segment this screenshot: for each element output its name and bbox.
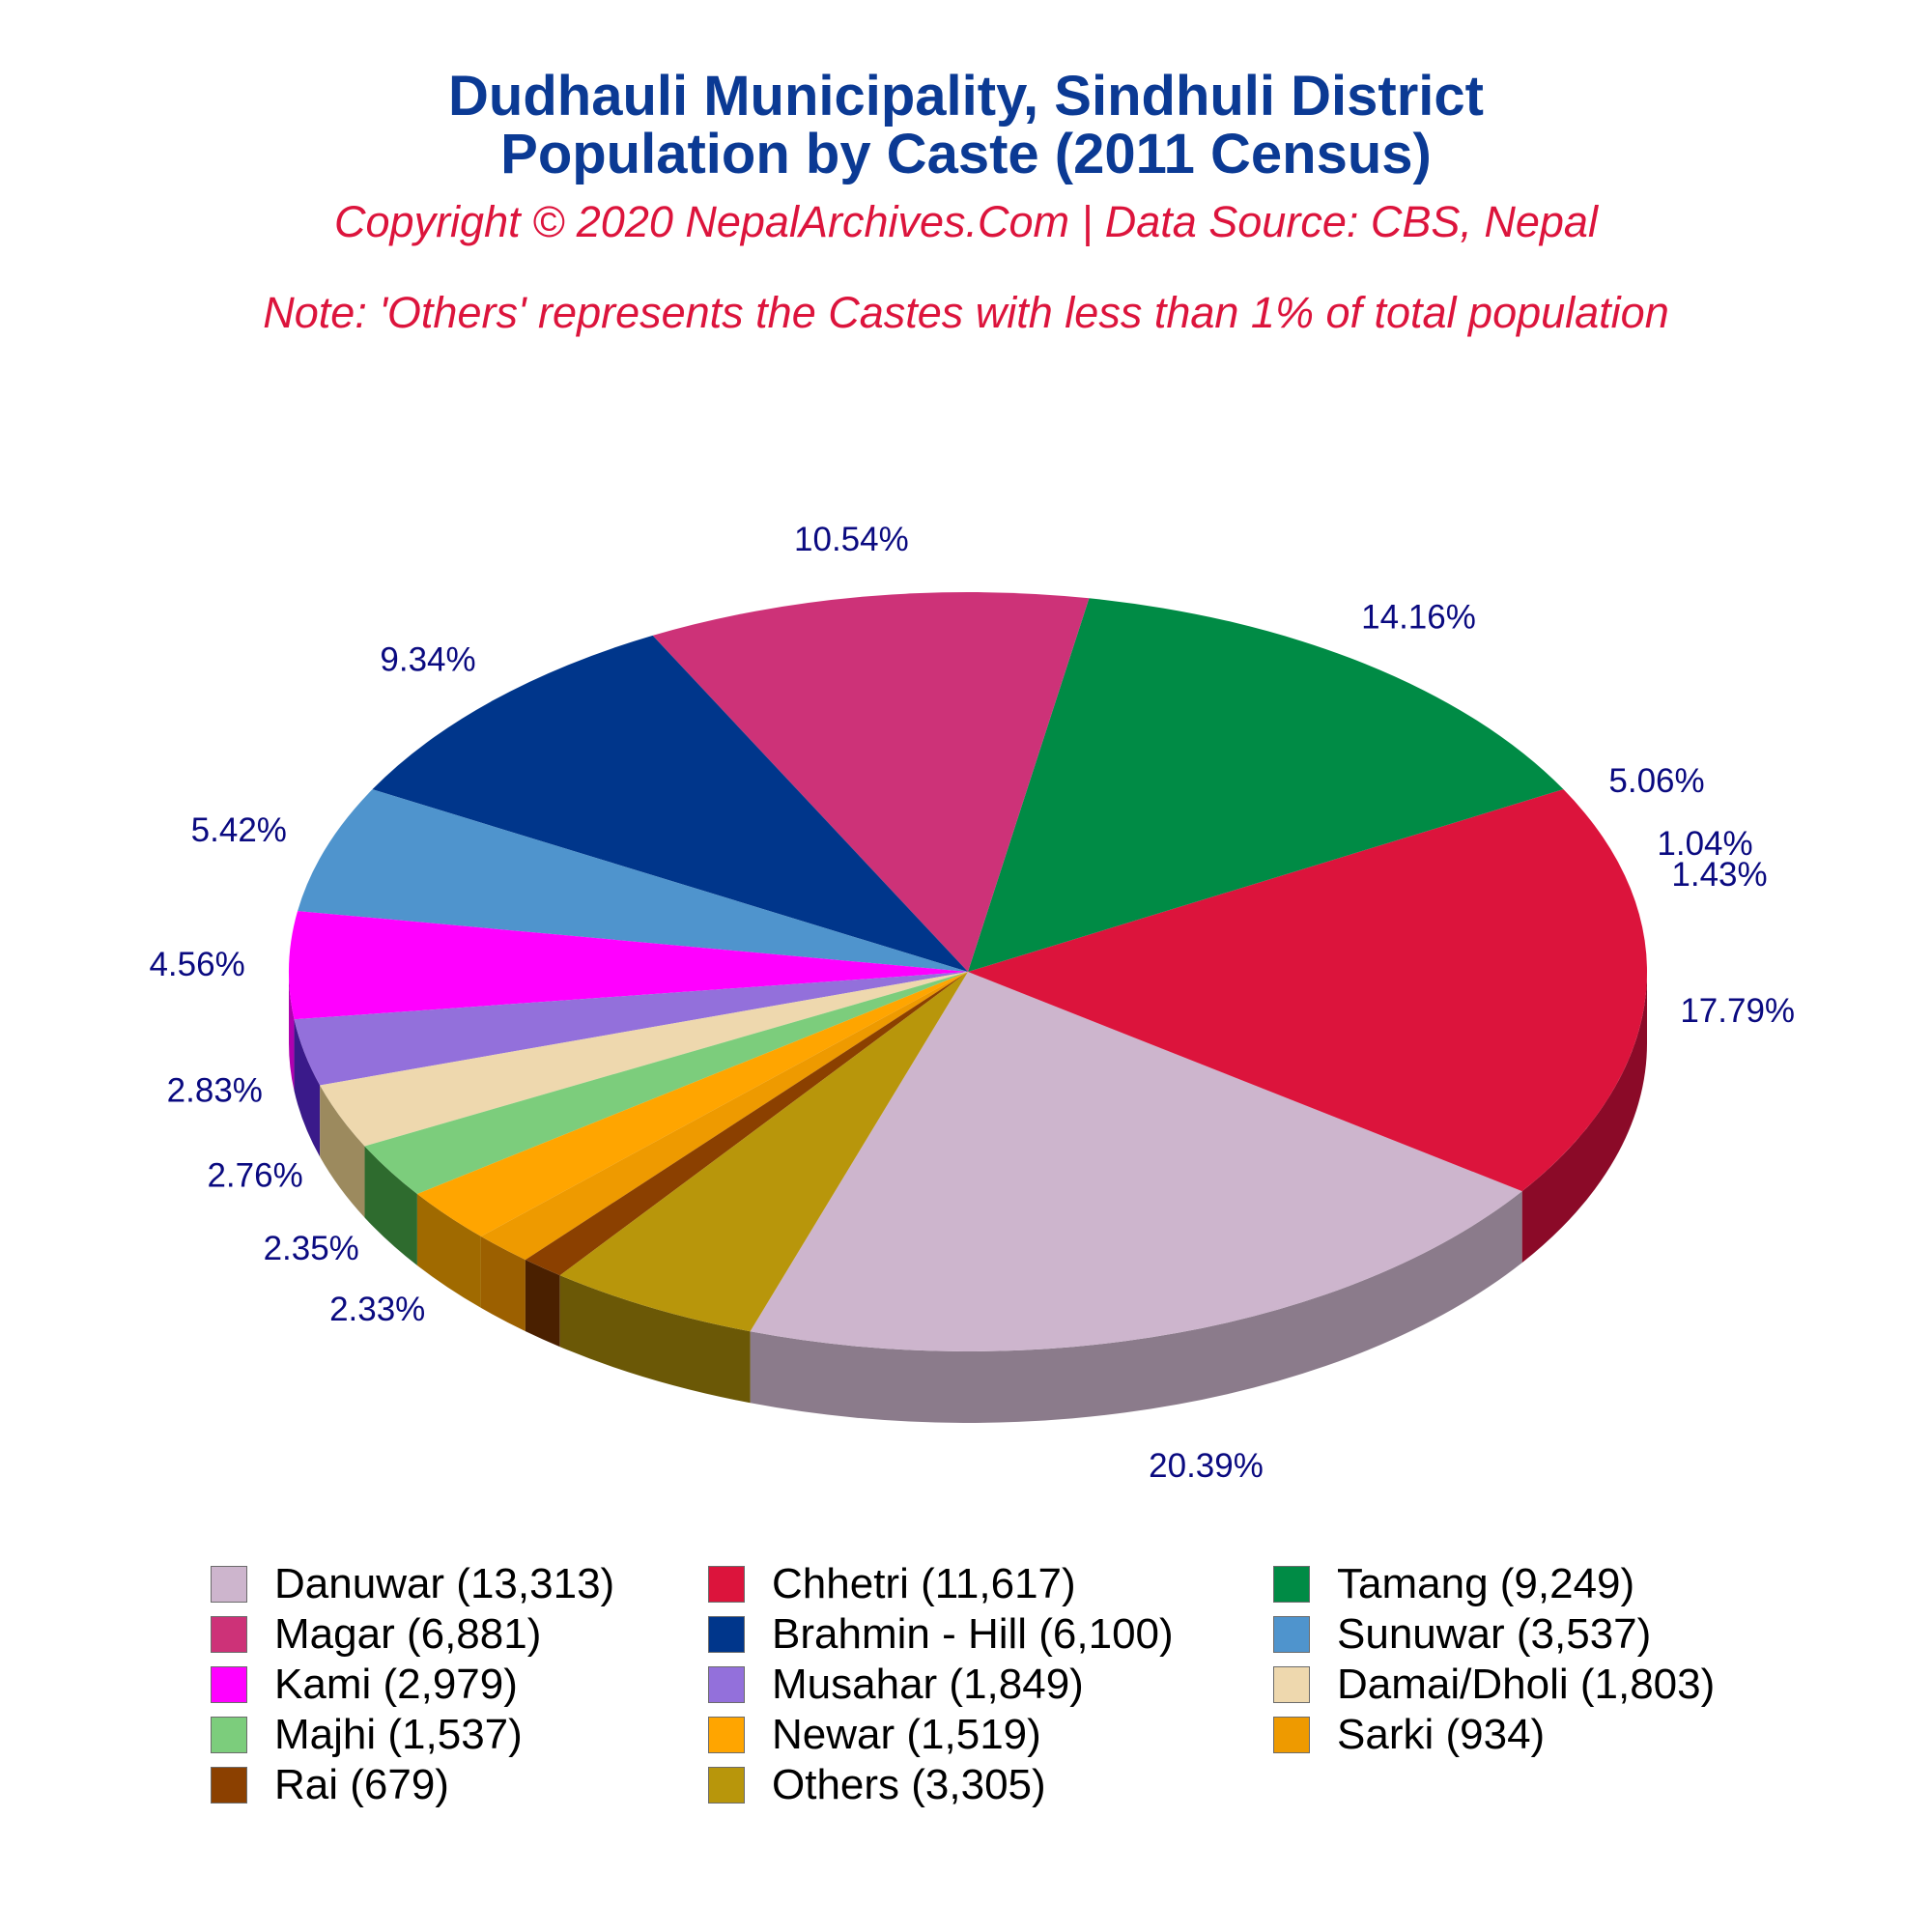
percent-label-others: 5.06% [1608,762,1704,800]
percent-label-kami: 4.56% [149,946,244,983]
legend-item-danuwar: Danuwar (13,313) [211,1559,614,1609]
legend-label: Sarki (934) [1337,1711,1546,1758]
percent-label-sunuwar: 5.42% [191,811,287,849]
legend-label: Magar (6,881) [274,1610,542,1658]
pie-side-chhetri [1521,972,1647,1264]
pie-slices [289,592,1647,1351]
percent-label-newar: 2.33% [329,1291,425,1328]
legend-label: Chhetri (11,617) [772,1560,1076,1607]
percent-label-danuwar: 20.39% [1149,1447,1264,1485]
note-text: Note: 'Others' represents the Castes wit… [263,288,1669,337]
legend-item-brahmin-hill: Brahmin - Hill (6,100) [708,1609,1174,1660]
legend-item-magar: Magar (6,881) [211,1609,541,1660]
legend-swatch [1273,1666,1310,1703]
chart-title-line-1: Dudhauli Municipality, Sindhuli District [448,65,1484,128]
legend-item-chhetri: Chhetri (11,617) [708,1559,1076,1609]
legend-swatch [211,1767,247,1804]
percent-label-brahmin-hill: 9.34% [380,641,475,679]
percent-label-damai-dholi: 2.76% [207,1157,302,1195]
legend-label: Damai/Dholi (1,803) [1337,1661,1716,1708]
pie-percent-labels: 20.39% 17.79% 14.16% 10.54% 9.34% 5.42% 4.56% 2… [149,521,1795,1485]
legend-label: Others (3,305) [772,1761,1046,1808]
copyright-text: Copyright © 2020 NepalArchives.Com | Dat… [334,197,1598,246]
legend-swatch [211,1616,247,1653]
legend-item-sarki: Sarki (934) [1273,1710,1545,1760]
percent-label-chhetri: 17.79% [1680,992,1795,1030]
pie-slice-majhi[interactable] [364,972,969,1194]
pie-slice-musahar[interactable] [294,972,968,1086]
pie-side-musahar [294,1019,321,1157]
pie-side-newar [416,1193,481,1308]
pie-slice-brahmin-hill[interactable] [372,635,968,972]
legend-item-musahar: Musahar (1,849) [708,1660,1084,1710]
legend-swatch [211,1666,247,1703]
legend-item-damai-dholi: Damai/Dholi (1,803) [1273,1660,1715,1710]
legend-label: Newar (1,519) [772,1711,1041,1758]
legend-swatch [708,1717,745,1753]
pie-slice-tamang[interactable] [968,598,1564,972]
pie-side-kami [289,972,295,1092]
percent-label-magar: 10.54% [794,521,909,558]
legend-item-tamang: Tamang (9,249) [1273,1559,1634,1609]
legend-swatch [1273,1616,1310,1653]
percent-label-sarki: 1.43% [1671,856,1767,894]
pie-slice-others[interactable] [559,972,968,1332]
pie-slice-chhetri[interactable] [968,789,1647,1192]
legend-label: Musahar (1,849) [772,1661,1084,1708]
pie-slice-danuwar[interactable] [750,972,1522,1351]
chart-title-line-2: Population by Caste (2011 Census) [500,123,1432,185]
percent-label-musahar: 2.83% [167,1071,263,1109]
pie-side-danuwar [750,1191,1522,1424]
pie-side-others [559,1275,751,1404]
pie-slice-damai-dholi[interactable] [320,972,968,1147]
legend-swatch [211,1717,247,1753]
legend-swatch [1273,1566,1310,1603]
legend-label: Sunuwar (3,537) [1337,1610,1652,1658]
pie-slice-kami[interactable] [289,911,968,1020]
legend-label: Rai (679) [274,1761,449,1808]
pie-side-rai [525,1260,560,1348]
legend-label: Danuwar (13,313) [274,1560,615,1607]
legend-swatch [211,1566,247,1603]
percent-label-rai: 1.04% [1657,825,1752,863]
pie-sides [289,972,1647,1424]
legend-swatch [708,1616,745,1653]
pie-slice-sunuwar[interactable] [298,789,968,972]
legend-label: Brahmin - Hill (6,100) [772,1610,1174,1658]
pie-slice-sarki[interactable] [480,972,968,1261]
legend-swatch [708,1767,745,1804]
pie-side-damai-dholi [320,1085,365,1218]
legend-swatch [708,1566,745,1603]
pie-slice-newar[interactable] [416,972,969,1236]
legend-swatch [708,1666,745,1703]
legend-label: Majhi (1,537) [274,1711,523,1758]
legend-swatch [1273,1717,1310,1753]
legend-item-rai: Rai (679) [211,1760,449,1810]
legend-item-kami: Kami (2,979) [211,1660,518,1710]
percent-label-tamang: 14.16% [1361,599,1476,637]
legend-label: Kami (2,979) [274,1661,518,1708]
legend-item-newar: Newar (1,519) [708,1710,1041,1760]
pie-side-majhi [364,1146,417,1265]
legend-item-others: Others (3,305) [708,1760,1046,1810]
pie-slice-rai[interactable] [525,972,968,1276]
pie-side-sarki [480,1236,526,1332]
pie-slice-magar[interactable] [652,592,1090,972]
percent-label-majhi: 2.35% [264,1230,359,1267]
legend-item-sunuwar: Sunuwar (3,537) [1273,1609,1651,1660]
legend-label: Tamang (9,249) [1337,1560,1635,1607]
legend-item-majhi: Majhi (1,537) [211,1710,523,1760]
